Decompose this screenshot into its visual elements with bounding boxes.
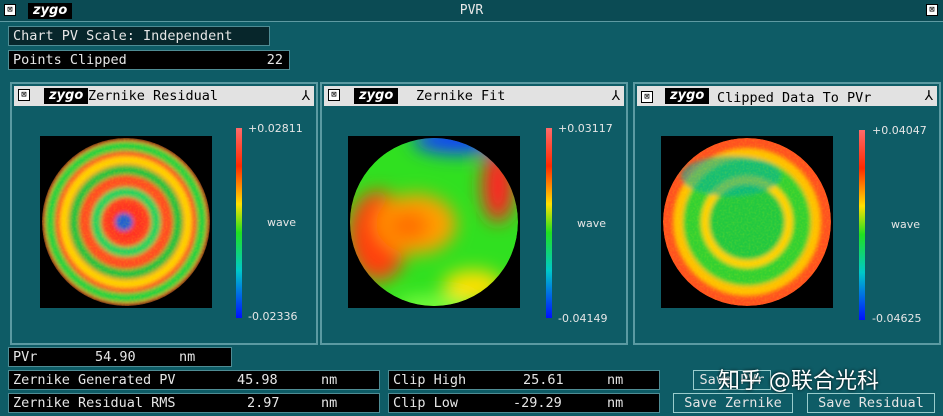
unit-label: wave (577, 217, 607, 230)
panel: ⊠ zygo Zernike Fit ⅄ +0.03117 wave -0.04… (320, 82, 628, 345)
stat-field: PVr 54.90 nm (8, 347, 232, 367)
pin-icon[interactable]: ⅄ (611, 88, 620, 104)
value: 22 (266, 52, 283, 68)
value: 2.97 (247, 395, 280, 411)
map (40, 136, 212, 308)
colorbar (546, 128, 552, 318)
watermark: 知乎 @联合光科 (718, 369, 879, 394)
stat-field: Zernike Generated PV 45.98 nm (8, 370, 380, 390)
logo: zygo (28, 3, 73, 19)
max-label: +0.04047 (872, 124, 927, 137)
value: -29.29 (513, 395, 562, 411)
panel-title-bar: Clipped Data To PVr ⊠ zygo ⅄ (637, 86, 937, 106)
close-icon[interactable]: ⊠ (4, 4, 16, 16)
stat-field: Zernike Residual RMS 2.97 nm (8, 393, 380, 413)
max-label: +0.03117 (558, 122, 613, 135)
min-label: -0.04149 (558, 312, 608, 325)
map (661, 136, 833, 308)
value: 54.90 (95, 349, 136, 365)
save-zernike-button[interactable]: Save Zernike (673, 393, 793, 413)
label: Points Clipped (13, 52, 127, 68)
label: Zernike Generated PV (13, 372, 176, 388)
pv-scale-field[interactable]: Chart PV Scale: Independent (8, 26, 270, 46)
points-clipped-field: Points Clipped 22 (8, 50, 290, 70)
close-icon[interactable]: ⊠ (641, 91, 653, 103)
panel: Clipped Data To PVr ⊠ zygo ⅄ +0.04047 wa… (633, 82, 941, 345)
panel-title-bar: ⊠ zygo Zernike Fit ⅄ (324, 86, 624, 106)
map (348, 136, 520, 308)
save-residual-button[interactable]: Save Residual (807, 393, 935, 413)
max-label: +0.02811 (248, 122, 303, 135)
title-bar: PVR (0, 0, 943, 22)
panel-title: Clipped Data To PVr (717, 90, 872, 106)
panel-title-bar: ⊠ zygo Zernike Residual ⅄ (14, 86, 314, 106)
close-icon[interactable]: ⊠ (328, 89, 340, 101)
colorbar (236, 128, 242, 318)
unit: nm (321, 395, 338, 411)
logo: zygo (665, 88, 710, 104)
panel-title: Zernike Residual (88, 88, 219, 104)
panel-title: Zernike Fit (416, 88, 506, 104)
logo: zygo (44, 88, 89, 104)
label: Clip Low (393, 395, 459, 411)
label: Zernike Residual RMS (13, 395, 176, 411)
label: PVr (13, 349, 38, 365)
value: 45.98 (237, 372, 278, 388)
pin-icon[interactable]: ⅄ (924, 88, 933, 104)
window-title: PVR (459, 3, 484, 18)
min-label: -0.02336 (248, 310, 298, 323)
unit: nm (179, 349, 196, 365)
unit: nm (607, 372, 624, 388)
close-icon[interactable]: ⊠ (18, 89, 30, 101)
logo: zygo (354, 88, 399, 104)
unit: nm (321, 372, 338, 388)
save-pvr-button[interactable]: Save PVr (693, 370, 771, 390)
unit-label: wave (891, 218, 921, 231)
label: Clip High (393, 372, 467, 388)
unit: nm (607, 395, 624, 411)
unit-label: wave (267, 216, 297, 229)
panel: ⊠ zygo Zernike Residual ⅄ +0.02811 wave … (10, 82, 318, 345)
min-label: -0.04625 (872, 312, 922, 325)
menu-icon[interactable]: ⊠ (926, 4, 938, 16)
pin-icon[interactable]: ⅄ (301, 88, 310, 104)
colorbar (859, 130, 865, 320)
stat-field: Clip High 25.61 nm (388, 370, 660, 390)
value: 25.61 (523, 372, 564, 388)
stat-field: Clip Low -29.29 nm (388, 393, 660, 413)
